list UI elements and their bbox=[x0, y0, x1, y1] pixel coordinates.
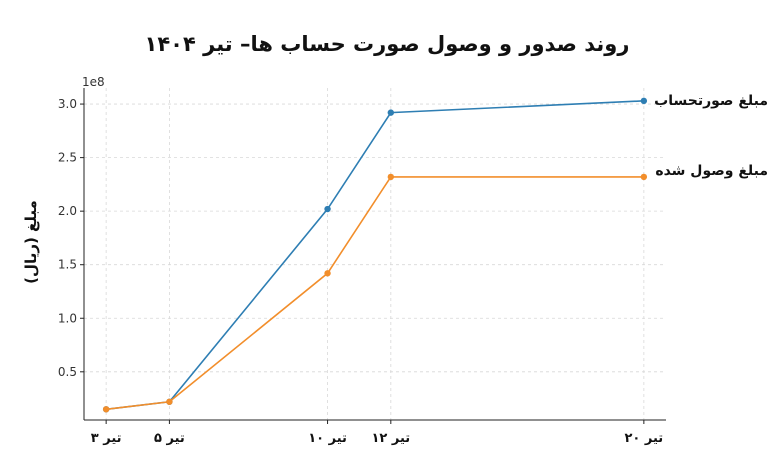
series-label-2: مبلغ وصول شده bbox=[655, 163, 768, 179]
x-tick-label: تیر ۱۲ bbox=[371, 431, 410, 446]
x-tick-label: تیر ۱۰ bbox=[308, 431, 347, 446]
y-tick-label: 2.5 bbox=[58, 151, 77, 165]
y-tick-label: 0.5 bbox=[58, 365, 77, 379]
x-axis-ticks: تیر ۳ تیر ۵ تیر ۱۰ تیر ۱۲ تیر ۲۰ bbox=[91, 420, 663, 446]
series bbox=[102, 97, 648, 413]
series-labels: مبلغ صورتحساب مبلغ وصول شده bbox=[654, 93, 768, 179]
data-point bbox=[102, 406, 110, 413]
y-axis-label: مبلغ (ریال) bbox=[22, 200, 40, 284]
axes bbox=[83, 88, 666, 421]
data-point bbox=[324, 205, 331, 213]
data-point bbox=[640, 173, 648, 181]
series-line-1 bbox=[106, 100, 644, 411]
y-axis-ticks: 0.5 1.0 1.5 2.0 2.5 3.0 bbox=[58, 97, 84, 379]
data-point bbox=[166, 398, 173, 405]
data-point bbox=[640, 97, 648, 105]
series-line-2 bbox=[106, 176, 644, 411]
series-label-1: مبلغ صورتحساب bbox=[654, 93, 768, 109]
y-tick-label: 2.0 bbox=[58, 204, 77, 218]
x-tick-label: تیر ۲۰ bbox=[625, 431, 664, 446]
y-tick-label: 1.0 bbox=[58, 311, 77, 325]
data-point bbox=[387, 173, 395, 181]
y-tick-label: 3.0 bbox=[58, 97, 77, 111]
grid bbox=[84, 88, 666, 420]
x-tick-label: تیر ۳ bbox=[91, 431, 122, 446]
y-tick-label: 1.5 bbox=[58, 258, 77, 272]
chart-title: روند صدور و وصول صورت حساب ها– تیر ۱۴۰۴ bbox=[145, 32, 630, 56]
x-tick-label: تیر ۵ bbox=[154, 431, 185, 446]
data-point bbox=[324, 270, 331, 277]
data-point bbox=[387, 109, 395, 116]
y-axis-exponent: 1e8 bbox=[82, 75, 105, 89]
